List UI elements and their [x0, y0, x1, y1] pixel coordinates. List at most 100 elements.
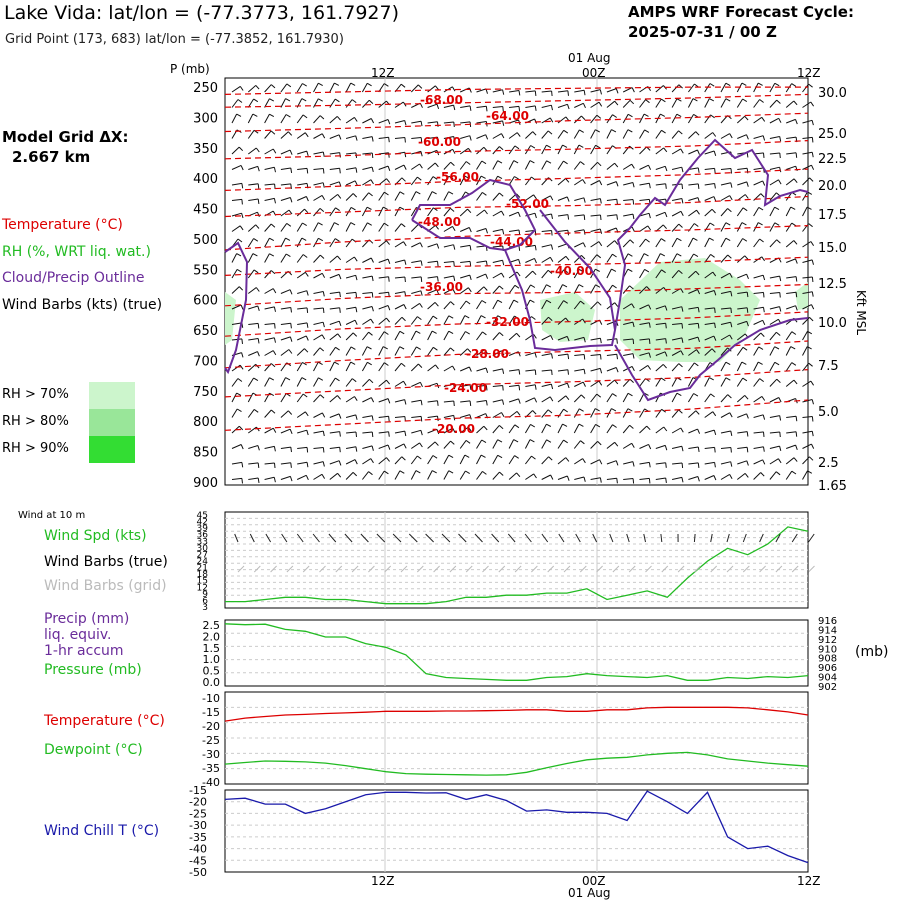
wind-barb — [736, 377, 748, 387]
wind-barb — [737, 307, 749, 313]
wind-barb — [345, 180, 358, 186]
kft-tick-label: 30.0 — [818, 86, 847, 101]
dewpoint-label: Dewpoint (°C) — [44, 742, 143, 758]
wind-barb — [248, 198, 260, 204]
wind-barb — [524, 439, 535, 449]
wind-barb — [280, 183, 292, 189]
wind-barb — [590, 161, 602, 170]
wind-barb — [231, 164, 244, 171]
wind-barb — [492, 228, 505, 235]
wind10m-barb — [693, 533, 696, 543]
model-grid-value: 2.667 km — [12, 148, 91, 166]
wind-barb — [394, 164, 407, 170]
wind-barb — [378, 240, 390, 248]
wind-barb — [802, 177, 814, 186]
wind-barb — [313, 98, 323, 108]
wind-barb — [753, 274, 766, 281]
wind-barb — [606, 424, 617, 434]
wind-barb — [492, 454, 503, 465]
legend-rh90-swatch — [89, 436, 135, 463]
wind-barb — [720, 334, 733, 341]
wind-barb — [362, 118, 375, 124]
wind-barb — [688, 306, 700, 313]
wind-barb — [313, 377, 324, 387]
wind-barb — [590, 241, 603, 248]
wind-barb — [231, 85, 244, 93]
top-tick-12z-b: 12Z — [797, 66, 821, 80]
wind10m-barb — [626, 533, 630, 543]
temperature-contour — [224, 86, 808, 95]
wind-barb — [313, 194, 326, 201]
wind-barb — [655, 238, 666, 248]
wind-barb — [476, 105, 488, 112]
wind-barb — [394, 346, 405, 356]
wind-barb — [704, 167, 716, 174]
wind-barb — [492, 412, 505, 418]
wind-barb — [785, 331, 797, 341]
wind10m-barb — [575, 533, 581, 543]
wind10m-barb — [710, 533, 713, 543]
wind-barb — [459, 315, 470, 325]
wind10m-barb — [249, 533, 255, 543]
pressure-tick-label: 904 — [818, 673, 837, 684]
wind-barb — [639, 99, 650, 108]
wind-barb — [753, 361, 763, 372]
wind-barb — [394, 259, 407, 265]
wind-barb — [280, 237, 291, 248]
wind-barb — [394, 443, 407, 449]
wind-barb — [508, 455, 519, 465]
wind-barb — [362, 397, 375, 403]
wind-barb — [704, 183, 716, 189]
wind-barb — [459, 348, 472, 356]
wind-barb — [655, 338, 667, 344]
wind-barb — [361, 82, 372, 93]
wind-barb — [753, 378, 764, 387]
wind-barb — [508, 424, 520, 434]
wind-barb — [802, 206, 812, 217]
wind-barb — [655, 408, 666, 418]
wind-barb — [606, 181, 619, 187]
wind-barb — [264, 288, 277, 294]
wind-barb — [492, 192, 504, 201]
wind-barb — [541, 299, 552, 310]
wind-barb — [785, 240, 798, 248]
wind-barb — [606, 162, 619, 170]
wind-barb — [231, 461, 244, 468]
wind-barb — [769, 361, 780, 372]
wind-barb — [394, 120, 407, 126]
wind-barb — [753, 306, 765, 313]
wind-barb — [769, 275, 782, 282]
wind-barb — [720, 473, 733, 480]
wind-barb — [525, 105, 537, 111]
wind-barb — [606, 240, 619, 248]
wind-barb — [476, 384, 488, 391]
wind-barb — [362, 292, 374, 298]
pressure-tick-label: 550 — [193, 263, 218, 278]
wind-barb — [378, 470, 389, 480]
wind-barb — [769, 415, 782, 421]
wind-barb — [525, 90, 537, 96]
wind10m-barb — [791, 533, 798, 543]
wind-barb — [345, 361, 356, 372]
wind-speed-tick-label: 9 — [202, 590, 208, 600]
top-tick-00z: 00Z — [582, 66, 606, 80]
wind-barb — [411, 137, 423, 143]
wind10m-barb — [312, 533, 320, 543]
wind-barb — [655, 322, 667, 329]
wind10m-grid-barb — [253, 565, 261, 573]
wind-barb — [459, 175, 470, 186]
wind-barb — [394, 316, 406, 325]
wind-barb — [671, 409, 683, 418]
wind10m-barb — [425, 533, 434, 543]
wind-barb — [671, 98, 682, 108]
pressure-tick-label: 500 — [193, 233, 218, 248]
temperature-contour-label: -20.00 — [432, 422, 475, 436]
cloud-outline — [224, 241, 249, 375]
wind-barb — [231, 364, 244, 372]
wind-barb — [508, 160, 519, 170]
temperature-contour-label: -52.00 — [506, 197, 549, 211]
wind-barb — [264, 166, 276, 173]
wind-barb — [231, 304, 244, 310]
wind-barb — [671, 392, 682, 403]
wind-barb — [753, 395, 766, 403]
